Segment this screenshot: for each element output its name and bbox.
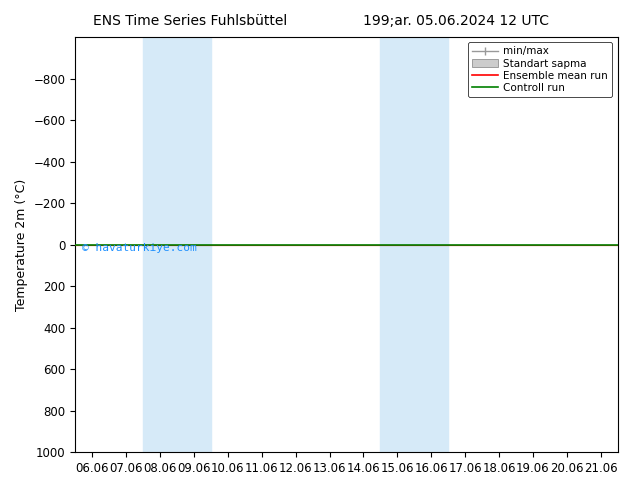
Y-axis label: Temperature 2m (°C): Temperature 2m (°C): [15, 178, 28, 311]
Bar: [143, 37, 211, 452]
Legend: min/max, Standart sapma, Ensemble mean run, Controll run: min/max, Standart sapma, Ensemble mean r…: [468, 42, 612, 97]
Text: © havaturkiye.com: © havaturkiye.com: [82, 243, 197, 253]
Bar: [380, 37, 448, 452]
Text: ENS Time Series Fuhlsbüttel: ENS Time Series Fuhlsbüttel: [93, 14, 287, 28]
Text: 199;ar. 05.06.2024 12 UTC: 199;ar. 05.06.2024 12 UTC: [363, 14, 550, 28]
